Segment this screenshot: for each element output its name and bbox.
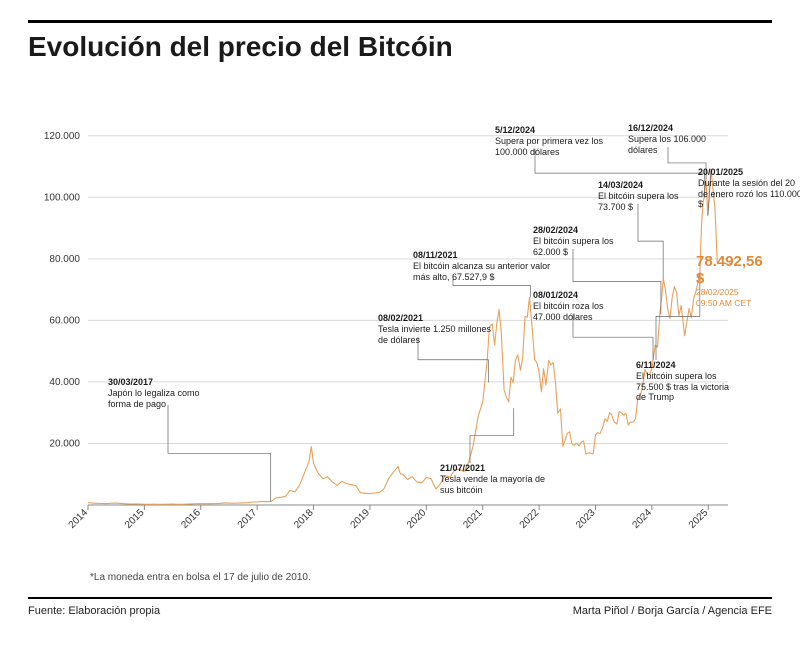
svg-text:2017: 2017 bbox=[236, 507, 260, 531]
svg-text:2015: 2015 bbox=[123, 507, 147, 531]
svg-text:2025: 2025 bbox=[687, 507, 711, 531]
svg-text:2022: 2022 bbox=[518, 507, 542, 531]
svg-text:2019: 2019 bbox=[349, 507, 373, 531]
svg-text:2021: 2021 bbox=[461, 507, 485, 531]
svg-text:40.000: 40.000 bbox=[49, 377, 80, 388]
page-title: Evolución del precio del Bitcóin bbox=[28, 31, 772, 63]
svg-text:100.000: 100.000 bbox=[44, 192, 81, 203]
svg-text:80.000: 80.000 bbox=[49, 254, 80, 265]
svg-text:60.000: 60.000 bbox=[49, 315, 80, 326]
svg-text:2020: 2020 bbox=[405, 507, 429, 531]
page: Evolución del precio del Bitcóin 20.000 4… bbox=[0, 0, 800, 660]
credits-label: Marta Piñol / Borja García / Agencia EFE bbox=[573, 605, 772, 617]
source-label: Fuente: Elaboración propia bbox=[28, 605, 160, 617]
svg-text:2016: 2016 bbox=[179, 507, 203, 531]
svg-text:2014: 2014 bbox=[67, 507, 91, 531]
svg-text:2023: 2023 bbox=[574, 507, 598, 531]
svg-text:120.000: 120.000 bbox=[44, 131, 81, 142]
svg-text:2024: 2024 bbox=[630, 507, 654, 531]
footnote: *La moneda entra en bolsa el 17 de julio… bbox=[90, 572, 772, 583]
chart-svg: 20.000 40.000 60.000 80.000 100.000 120.000 20… bbox=[28, 65, 772, 570]
footer: Fuente: Elaboración propia Marta Piñol /… bbox=[28, 599, 772, 617]
svg-text:2018: 2018 bbox=[292, 507, 316, 531]
chart: 20.000 40.000 60.000 80.000 100.000 120.000 20… bbox=[28, 65, 772, 570]
rule-top bbox=[28, 20, 772, 23]
svg-text:20.000: 20.000 bbox=[49, 438, 80, 449]
